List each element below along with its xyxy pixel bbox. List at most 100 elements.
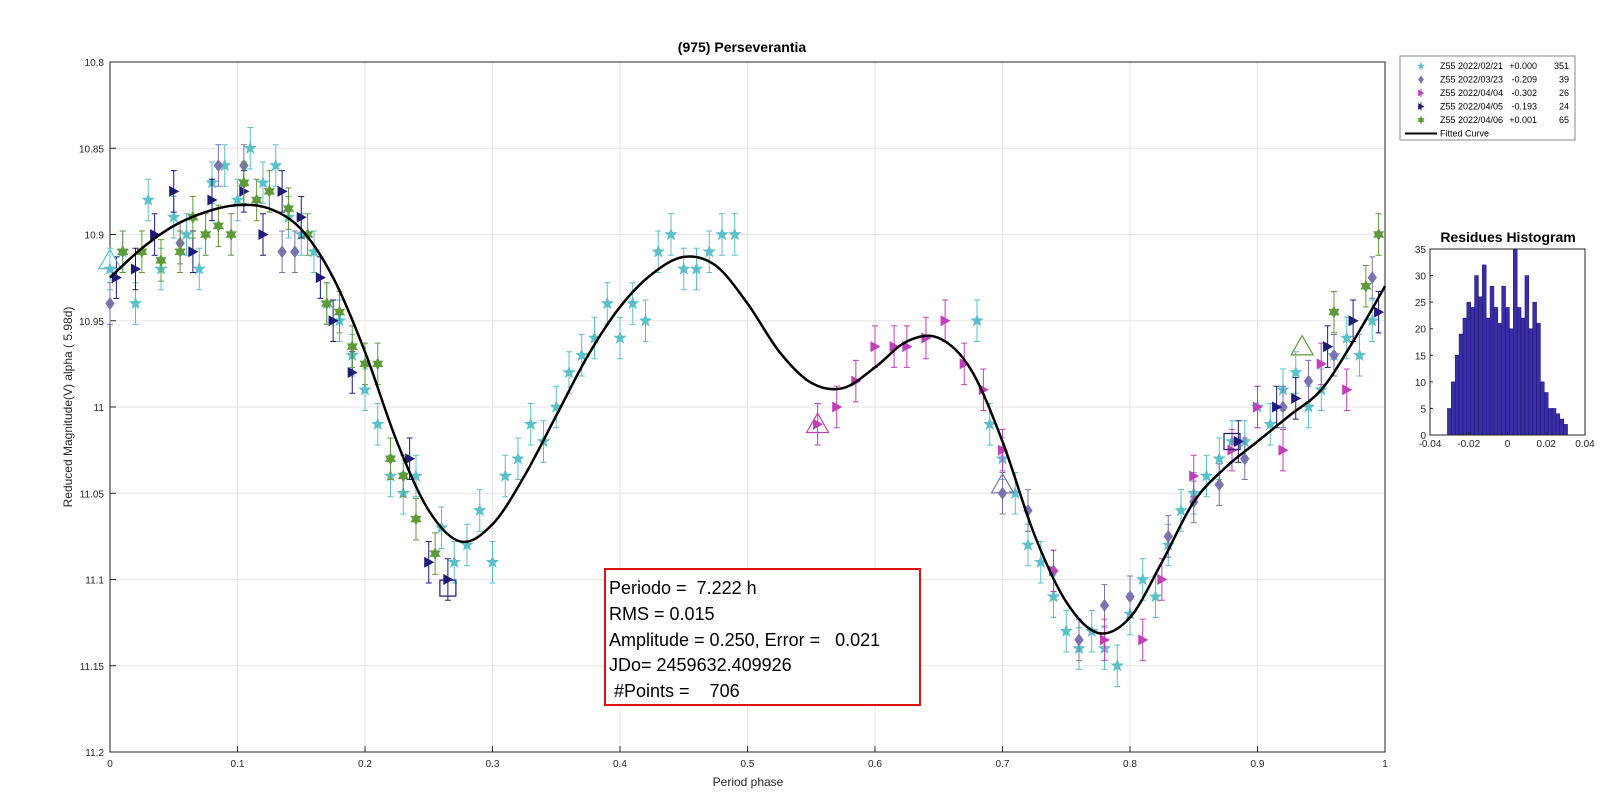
y-tick-label: 11.05	[80, 489, 105, 500]
data-point	[613, 331, 627, 344]
main-points	[97, 127, 1385, 687]
data-point	[167, 210, 181, 223]
data-point	[1008, 486, 1022, 499]
histogram-bar	[1532, 301, 1537, 436]
data-point	[1352, 348, 1367, 361]
data-point	[1278, 400, 1288, 414]
histogram-bar	[1501, 285, 1506, 436]
info-period: Periodo = 7.222 h	[609, 578, 757, 598]
data-point	[1303, 374, 1314, 388]
data-point	[429, 547, 441, 561]
data-point	[1214, 478, 1224, 492]
data-point	[1278, 444, 1289, 456]
legend-count: 24	[1559, 102, 1569, 112]
data-point	[1099, 598, 1110, 612]
data-point	[970, 313, 984, 327]
data-point	[1138, 634, 1149, 646]
data-point	[1328, 305, 1340, 319]
data-point	[473, 503, 487, 517]
histogram-bar	[1555, 413, 1561, 436]
hist-y-tick-label: 10	[1415, 378, 1427, 389]
histogram-bar	[1536, 323, 1541, 436]
data-point	[813, 418, 824, 430]
x-tick-label: 0	[107, 759, 113, 770]
data-point	[1367, 271, 1377, 285]
data-point	[397, 469, 409, 483]
hist-y-tick-label: 25	[1415, 298, 1427, 309]
data-point	[1174, 503, 1188, 517]
data-point	[384, 452, 397, 466]
data-point	[130, 263, 142, 275]
legend-label: Z55 2022/03/23	[1440, 75, 1503, 85]
data-point	[1059, 624, 1073, 637]
histogram-bar	[1493, 307, 1499, 436]
data-point	[959, 358, 970, 370]
data-point	[1316, 358, 1327, 370]
info-amplitude: Amplitude = 0.250, Error = 0.021	[609, 630, 880, 650]
open-marker	[990, 472, 1015, 494]
data-point	[346, 340, 358, 354]
data-point	[460, 538, 474, 551]
data-point	[1340, 331, 1354, 344]
y-tick-label: 11.1	[85, 576, 104, 587]
legend-marker	[1418, 75, 1424, 84]
data-point	[1199, 469, 1214, 482]
histogram-bar	[1458, 333, 1464, 436]
data-point	[243, 141, 257, 154]
data-point	[702, 244, 716, 258]
data-point	[689, 262, 704, 275]
main-plot: 0 0.1 0.2 0.3 0.4 0.5 0.6 0.7 0.8 0.9 1 10.8 10.85 10…	[61, 39, 1388, 789]
fitted-curve-line	[109, 203, 1387, 635]
histogram-bar	[1563, 424, 1568, 436]
y-tick-label: 11.2	[85, 748, 104, 759]
data-point	[277, 245, 287, 259]
hist-x-tick-label: 0	[1505, 439, 1511, 450]
legend: Z55 2022/02/21 +0.000 351 Z55 2022/03/23 -0.…	[1399, 55, 1576, 141]
histogram-bar	[1544, 392, 1549, 436]
data-point	[1252, 401, 1264, 413]
data-point	[575, 348, 589, 361]
residues-histogram: Residues Histogram -0.04 -0.02 0 0.02 0.04 0 5…	[1415, 229, 1595, 450]
data-point	[105, 297, 115, 310]
data-point	[1272, 401, 1283, 413]
x-tick-label: 0.4	[613, 759, 627, 770]
data-point	[263, 184, 275, 198]
data-point	[307, 244, 321, 258]
x-tick-label: 0.5	[741, 759, 755, 770]
data-point	[600, 296, 614, 310]
data-point	[940, 315, 951, 327]
data-point	[1099, 634, 1111, 646]
data-point	[141, 193, 155, 206]
hist-x-tick-label: 0.04	[1575, 439, 1595, 450]
data-point	[207, 194, 218, 206]
data-point	[315, 272, 326, 284]
histogram-ticks: -0.04 -0.02 0 0.02 0.04 0 5 10 15 20 25 30 35	[1415, 245, 1595, 450]
data-point	[277, 185, 288, 197]
histogram-bar	[1505, 307, 1510, 436]
data-point	[587, 331, 602, 344]
data-point	[1233, 435, 1244, 448]
histogram-bar	[1559, 418, 1564, 436]
histogram-bar	[1489, 285, 1495, 436]
data-point	[238, 176, 250, 190]
histogram-bar	[1451, 381, 1456, 436]
legend-marker	[1418, 89, 1425, 97]
histogram-bar	[1540, 381, 1545, 436]
histogram-bar	[1547, 408, 1553, 436]
legend-count: 351	[1554, 61, 1569, 71]
data-point	[638, 313, 653, 327]
histogram-bar	[1474, 275, 1479, 436]
info-box-frame	[604, 568, 921, 706]
data-point	[1110, 658, 1124, 672]
data-point	[889, 341, 900, 353]
y-tick-label: 10.8	[85, 58, 105, 69]
data-point	[1348, 315, 1359, 327]
data-point	[1148, 589, 1163, 603]
data-point	[405, 453, 416, 465]
data-point	[321, 297, 333, 310]
data-point	[511, 451, 525, 465]
data-point	[358, 382, 372, 396]
data-point	[328, 315, 339, 327]
data-point	[1323, 341, 1334, 353]
